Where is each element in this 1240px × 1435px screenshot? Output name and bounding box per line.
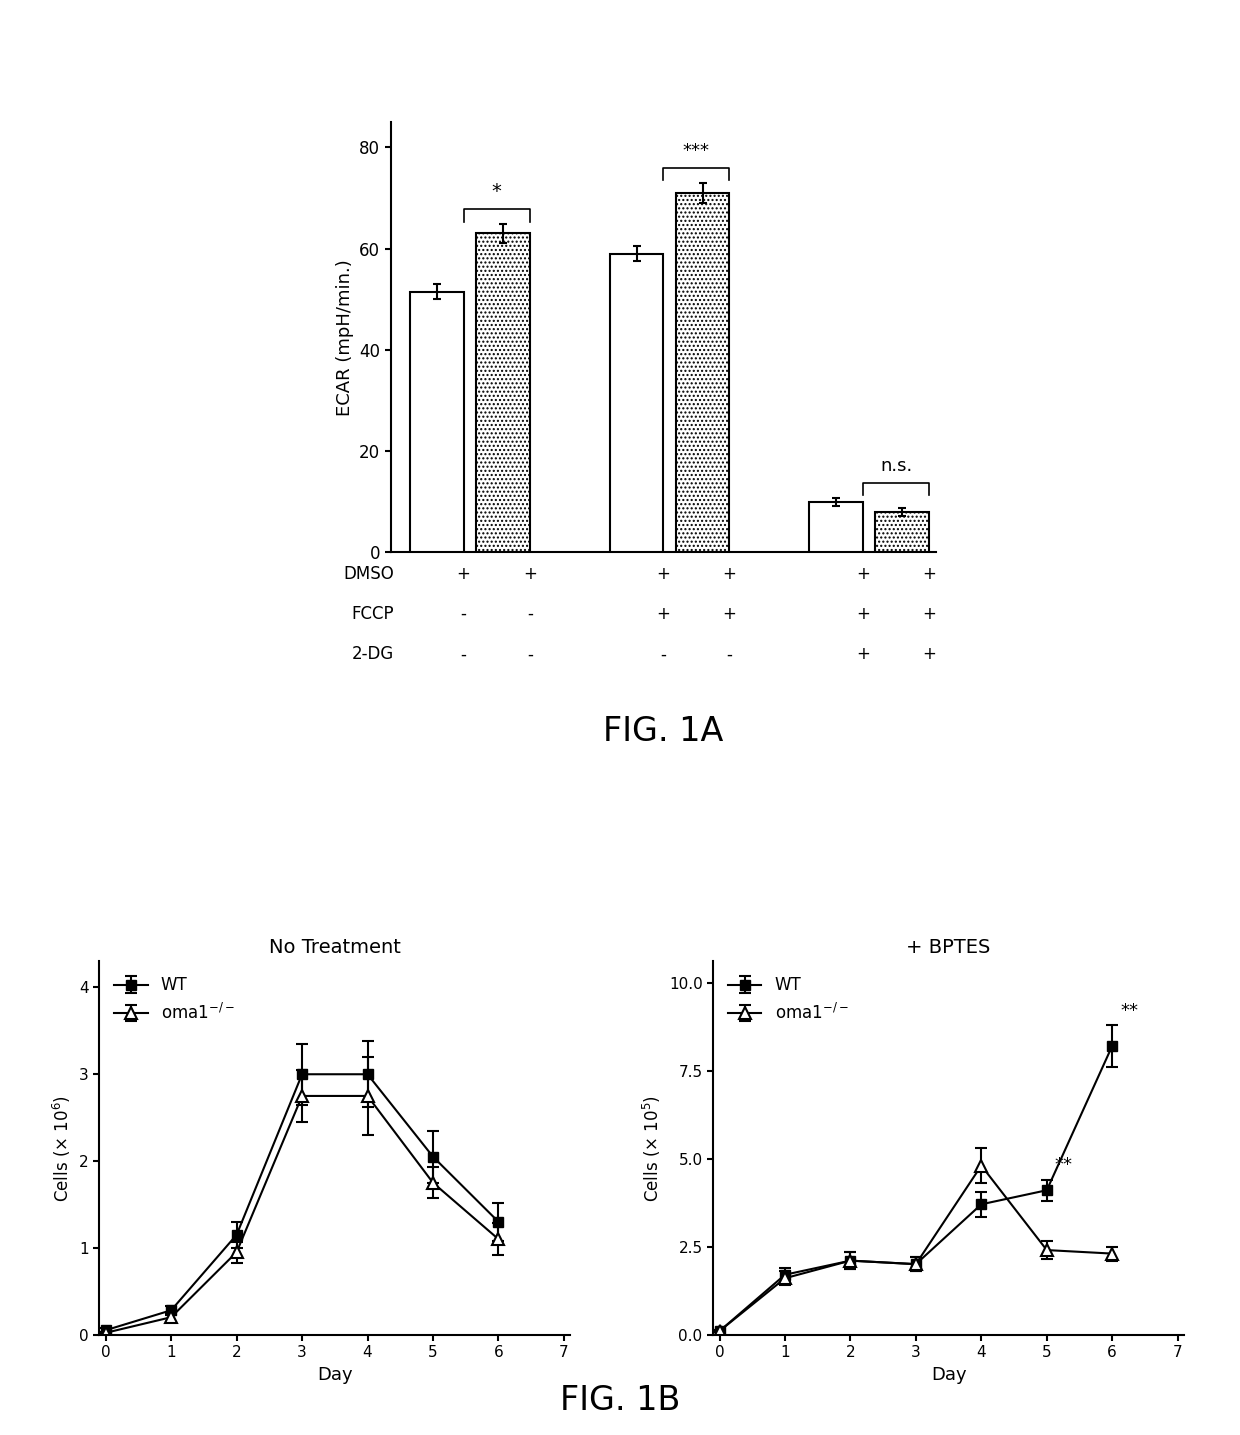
Y-axis label: ECAR (mpH/min.): ECAR (mpH/min.) — [336, 258, 353, 416]
Y-axis label: Cells (× 10$^{5}$): Cells (× 10$^{5}$) — [641, 1095, 663, 1201]
Text: 2-DG: 2-DG — [351, 646, 393, 663]
Text: +: + — [723, 565, 737, 583]
Bar — [610, 254, 663, 552]
Text: ***: *** — [683, 142, 711, 159]
Text: +: + — [857, 606, 870, 623]
Bar — [476, 234, 529, 552]
Title: No Treatment: No Treatment — [269, 938, 401, 957]
Text: +: + — [656, 565, 671, 583]
Text: +: + — [923, 646, 936, 663]
Text: +: + — [723, 606, 737, 623]
Bar — [875, 512, 929, 552]
Text: +: + — [523, 565, 537, 583]
Text: FIG. 1B: FIG. 1B — [559, 1385, 681, 1416]
Text: +: + — [857, 646, 870, 663]
Text: -: - — [461, 606, 466, 623]
Text: +: + — [456, 565, 470, 583]
Text: **: ** — [1120, 1002, 1138, 1019]
Text: +: + — [923, 606, 936, 623]
X-axis label: Day: Day — [317, 1366, 352, 1383]
Text: +: + — [656, 606, 671, 623]
Text: DMSO: DMSO — [343, 565, 393, 583]
Text: -: - — [727, 646, 733, 663]
Y-axis label: Cells (× 10$^{6}$): Cells (× 10$^{6}$) — [51, 1095, 73, 1201]
Text: -: - — [527, 606, 533, 623]
X-axis label: Day: Day — [931, 1366, 966, 1383]
Legend: WT, oma1$^{-/-}$: WT, oma1$^{-/-}$ — [108, 970, 242, 1029]
Text: **: ** — [1055, 1157, 1073, 1174]
Text: n.s.: n.s. — [880, 456, 913, 475]
Bar — [810, 502, 863, 552]
Text: -: - — [527, 646, 533, 663]
Text: +: + — [923, 565, 936, 583]
Legend: WT, oma1$^{-/-}$: WT, oma1$^{-/-}$ — [722, 970, 856, 1029]
Bar — [409, 291, 464, 552]
Text: FCCP: FCCP — [351, 606, 393, 623]
Title: + BPTES: + BPTES — [906, 938, 991, 957]
Text: -: - — [461, 646, 466, 663]
Text: -: - — [661, 646, 666, 663]
Text: +: + — [857, 565, 870, 583]
Bar — [676, 192, 729, 552]
Text: *: * — [492, 182, 502, 201]
Text: FIG. 1A: FIG. 1A — [603, 715, 724, 748]
